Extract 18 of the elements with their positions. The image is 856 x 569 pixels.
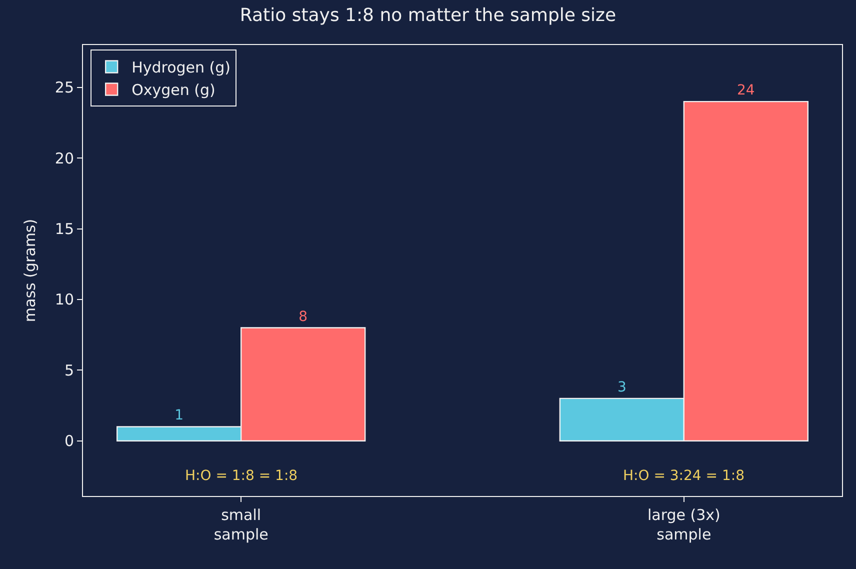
annotation: H:O = 3:24 = 1:8 (623, 468, 744, 484)
legend-label: Oxygen (g) (132, 81, 216, 100)
data-label: 24 (736, 82, 755, 99)
data-label: 8 (298, 308, 308, 325)
y-tick-label: 0 (64, 432, 74, 450)
x-tick-label: small sample (214, 506, 268, 544)
y-tick-label: 5 (64, 361, 74, 380)
annotation: H:O = 1:8 = 1:8 (185, 468, 298, 484)
y-tick-label: 15 (54, 220, 74, 238)
data-label: 3 (617, 379, 626, 396)
chart-title: Ratio stays 1:8 no matter the sample size (240, 5, 616, 26)
y-axis-title: mass (grams) (21, 218, 40, 322)
x-tick-label: large (3x) sample (647, 506, 720, 544)
y-tick-label: 20 (54, 149, 74, 168)
y-tick-label: 10 (54, 290, 74, 309)
data-label: 1 (174, 408, 184, 424)
y-tick-label: 25 (54, 78, 74, 97)
legend-label: Hydrogen (g) (132, 58, 231, 77)
